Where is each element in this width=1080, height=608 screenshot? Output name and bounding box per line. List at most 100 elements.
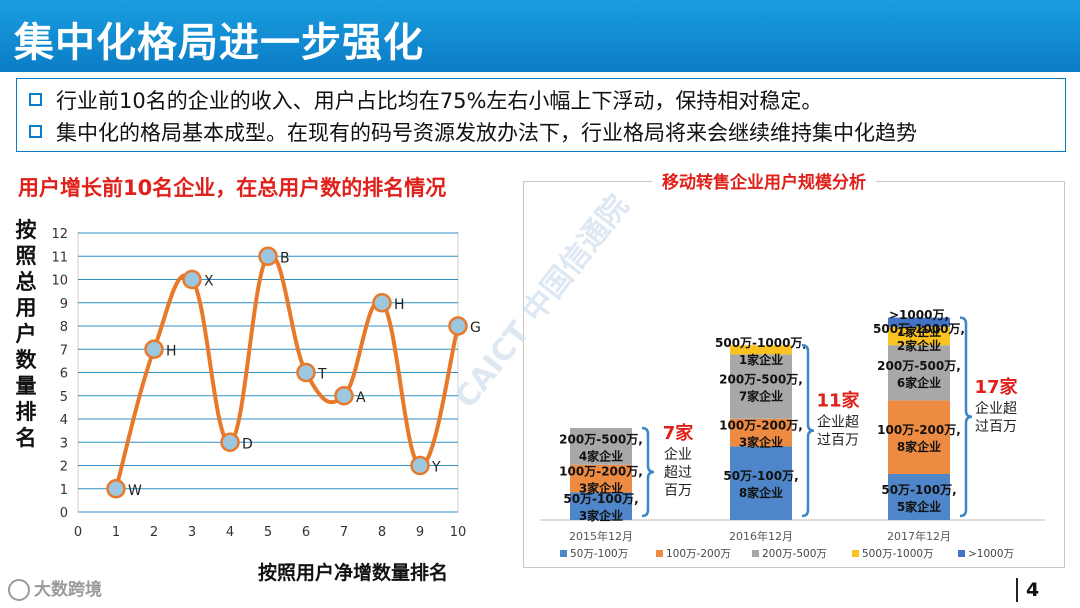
annotation-bracket bbox=[641, 426, 655, 518]
segment-range-label: 100万-200万, bbox=[877, 423, 961, 437]
rank-point bbox=[144, 339, 164, 359]
x-tick-label: 3 bbox=[188, 525, 196, 540]
rank-point bbox=[106, 479, 126, 499]
annotation-count: 7家 bbox=[663, 422, 695, 444]
bar-segment bbox=[888, 326, 950, 346]
annotation-text: 过百万 bbox=[817, 433, 859, 449]
segment-count-label: 4家企业 bbox=[579, 448, 623, 463]
legend-swatch bbox=[958, 550, 965, 557]
legend-swatch bbox=[560, 550, 567, 557]
annotation-text: 企业超 bbox=[975, 400, 1017, 417]
bar-segment bbox=[570, 464, 632, 493]
point-label: D bbox=[242, 436, 253, 452]
watermark-circle-icon bbox=[8, 579, 30, 601]
point-label: H bbox=[166, 343, 177, 359]
y-tick-label: 1 bbox=[60, 483, 68, 498]
legend-swatch bbox=[656, 550, 663, 557]
legend-label: 200万-500万 bbox=[762, 548, 827, 560]
bullet-square-icon bbox=[29, 92, 42, 106]
rank-series-line bbox=[114, 253, 460, 490]
page-divider bbox=[1016, 578, 1018, 602]
left-chart-title: 用户增长前10名企业，在总用户数的排名情况 bbox=[18, 176, 447, 200]
segment-count-label: 1家企业 bbox=[897, 324, 941, 339]
bullet-item: 行业前10名的企业的收入、用户占比均在75%左右小幅上下浮动，保持相对稳定。 bbox=[29, 85, 822, 115]
y-tick-label: 10 bbox=[51, 274, 68, 289]
page-number: 4 bbox=[1026, 579, 1040, 601]
segment-range-label: 100万-200万, bbox=[559, 465, 643, 479]
bar-segment bbox=[730, 446, 792, 520]
segment-count-label: 8家企业 bbox=[739, 485, 783, 500]
rank-point bbox=[258, 246, 278, 266]
y-tick-label: 7 bbox=[60, 343, 68, 358]
segment-range-label: 500万-1000万, bbox=[873, 322, 965, 336]
point-label: H bbox=[394, 297, 405, 313]
point-label: B bbox=[280, 250, 290, 266]
legend-swatch bbox=[752, 550, 759, 557]
segment-count-label: 3家企业 bbox=[739, 435, 783, 450]
x-tick-label: 10 bbox=[450, 525, 467, 540]
rank-point bbox=[372, 293, 392, 313]
bar-segment bbox=[730, 418, 792, 447]
rank-point bbox=[220, 432, 240, 452]
bar-segment bbox=[888, 317, 950, 327]
watermark-text: 大数跨境 bbox=[34, 580, 102, 600]
annotation-bracket bbox=[801, 343, 815, 518]
x-tick-label: 8 bbox=[378, 525, 386, 540]
segment-count-label: 5家企业 bbox=[897, 499, 941, 514]
bar-segment bbox=[888, 345, 950, 401]
segment-count-label: 1家企业 bbox=[739, 352, 783, 367]
bar-segment bbox=[730, 354, 792, 419]
left-chart-xlabel: 按照用户净增数量排名 bbox=[258, 562, 449, 584]
segment-range-label: 100万-200万, bbox=[719, 419, 803, 433]
rank-point bbox=[182, 269, 202, 290]
bullet-item: 集中化的格局基本成型。在现有的码号资源发放办法下，行业格局将来会继续维持集中化趋… bbox=[29, 117, 917, 147]
bar-segment bbox=[888, 474, 950, 520]
y-tick-label: 8 bbox=[60, 320, 68, 335]
x-tick-label: 2 bbox=[150, 525, 158, 540]
bullet-square-icon bbox=[29, 124, 42, 138]
segment-count-label: 8家企业 bbox=[897, 439, 941, 454]
bullet-text: 集中化的格局基本成型。在现有的码号资源发放办法下，行业格局将来会继续维持集中化趋… bbox=[56, 121, 917, 145]
legend-label: >1000万 bbox=[968, 548, 1014, 560]
segment-count-label: 3家企业 bbox=[579, 508, 623, 523]
y-tick-label: 9 bbox=[60, 297, 68, 312]
annotation-text: 过百万 bbox=[975, 419, 1017, 435]
bar-segment bbox=[570, 492, 632, 520]
x-tick-label: 1 bbox=[112, 525, 120, 540]
annotation-count: 17家 bbox=[974, 376, 1018, 398]
point-label: T bbox=[317, 367, 327, 383]
annotation-text: 企业超 bbox=[817, 414, 859, 431]
legend-label: 500万-1000万 bbox=[862, 548, 934, 560]
x-tick-label: 7 bbox=[340, 525, 348, 540]
caict-watermark: CAICT 中国信通院 bbox=[449, 189, 636, 415]
right-chart-title: 移动转售企业用户规模分析 bbox=[652, 168, 876, 193]
y-tick-label: 2 bbox=[60, 460, 68, 475]
y-tick-label: 3 bbox=[60, 436, 68, 451]
segment-range-label: 200万-500万, bbox=[877, 359, 961, 373]
y-tick-label: 0 bbox=[60, 506, 68, 521]
segment-count-label: 6家企业 bbox=[897, 375, 941, 390]
legend-label: 50万-100万 bbox=[570, 548, 628, 560]
rank-point bbox=[334, 386, 354, 406]
legend-swatch bbox=[852, 550, 859, 557]
rank-point bbox=[296, 362, 316, 383]
bullet-text: 行业前10名的企业的收入、用户占比均在75%左右小幅上下浮动，保持相对稳定。 bbox=[56, 89, 823, 113]
legend-label: 100万-200万 bbox=[666, 548, 731, 560]
x-tick-label: 0 bbox=[74, 525, 82, 540]
y-tick-label: 6 bbox=[60, 367, 68, 382]
left-chart-ylabel: 按照总用户数量排名 bbox=[15, 218, 37, 450]
category-label: 2017年12月 bbox=[887, 529, 951, 543]
annotation-text: 百万 bbox=[664, 483, 692, 499]
point-label: A bbox=[356, 390, 366, 406]
annotation-bracket bbox=[959, 316, 973, 518]
bar-segment bbox=[730, 345, 792, 355]
x-tick-label: 9 bbox=[416, 525, 424, 540]
segment-range-label: 200万-500万, bbox=[559, 432, 643, 446]
rank-point bbox=[410, 455, 430, 476]
segment-range-label: 50万-100万, bbox=[723, 469, 798, 483]
point-label: G bbox=[470, 320, 481, 336]
segment-range-label: 50万-100万, bbox=[881, 483, 956, 497]
y-tick-label: 11 bbox=[51, 250, 68, 265]
x-tick-label: 5 bbox=[264, 525, 272, 540]
